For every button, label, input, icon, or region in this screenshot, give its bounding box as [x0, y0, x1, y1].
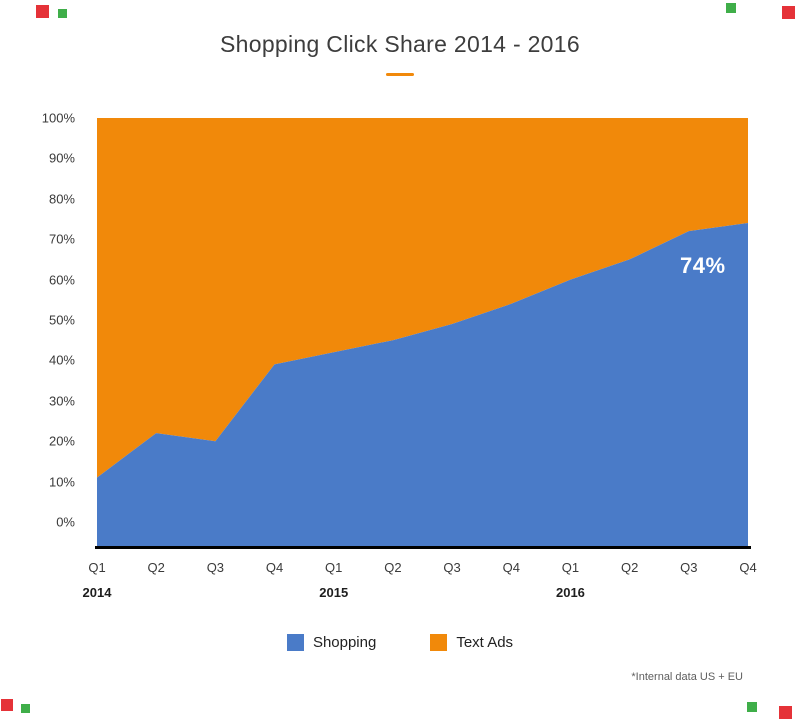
watermark-artifact [747, 702, 757, 712]
watermark-artifact [21, 704, 30, 713]
x-axis-tick-label: Q3 [443, 560, 461, 575]
x-axis-tick-label: Q4 [502, 560, 520, 575]
y-axis-tick-label: 30% [48, 393, 75, 409]
x-axis-tick-label: Q4 [265, 560, 284, 575]
shopping-swatch [286, 634, 304, 651]
watermark-artifact [779, 706, 792, 719]
legend-item-shopping: Shopping [286, 634, 377, 651]
text-ads-area [97, 118, 748, 478]
x-axis-tick-label: Q3 [206, 560, 225, 575]
x-axis-line [95, 546, 751, 549]
y-axis-tick-label: 100% [41, 110, 75, 126]
footnote: *Internal data US + EU [631, 671, 743, 683]
x-axis-tick-label: Q3 [680, 560, 698, 575]
y-axis-tick-label: 70% [48, 231, 75, 247]
year-label: 2014 [82, 585, 112, 600]
watermark-artifact [782, 6, 795, 19]
y-axis-tick-label: 10% [48, 474, 75, 490]
watermark-artifact [726, 3, 736, 13]
y-axis-tick-label: 80% [48, 191, 75, 207]
shopping-area [97, 223, 748, 546]
x-axis-tick-label: Q1 [88, 560, 106, 575]
x-axis-tick-label: Q4 [739, 560, 757, 575]
x-axis-tick-label: Q2 [620, 560, 639, 575]
watermark-artifact [58, 9, 67, 18]
x-axis-tick-label: Q2 [384, 560, 402, 575]
chart-title: Shopping Click Share 2014 - 2016 [220, 31, 580, 57]
year-label: 2015 [319, 585, 349, 600]
share-annotation: 74% [680, 253, 726, 278]
y-axis-tick-label: 90% [48, 150, 75, 166]
legend-item-text-ads: Text Ads [430, 634, 513, 651]
y-axis-tick-label: 20% [48, 433, 75, 449]
legend-label-text-ads: Text Ads [456, 634, 514, 651]
text-ads-swatch [430, 634, 448, 651]
y-axis-tick-label: 60% [48, 272, 75, 288]
legend: Shopping Text Ads [0, 634, 800, 651]
title-underline [386, 73, 414, 76]
x-axis-tick-label: Q1 [561, 560, 580, 575]
x-axis-tick-label: Q1 [325, 560, 343, 575]
y-axis-tick-label: 40% [48, 352, 75, 368]
stacked-area-plot [97, 118, 748, 546]
year-label: 2016 [555, 585, 585, 600]
legend-label-shopping: Shopping [312, 634, 377, 651]
y-axis-tick-label: 0% [56, 514, 75, 530]
x-axis-tick-label: Q2 [147, 560, 165, 575]
watermark-artifact [1, 699, 13, 711]
watermark-artifact [36, 5, 49, 18]
y-axis-tick-label: 50% [48, 312, 75, 328]
